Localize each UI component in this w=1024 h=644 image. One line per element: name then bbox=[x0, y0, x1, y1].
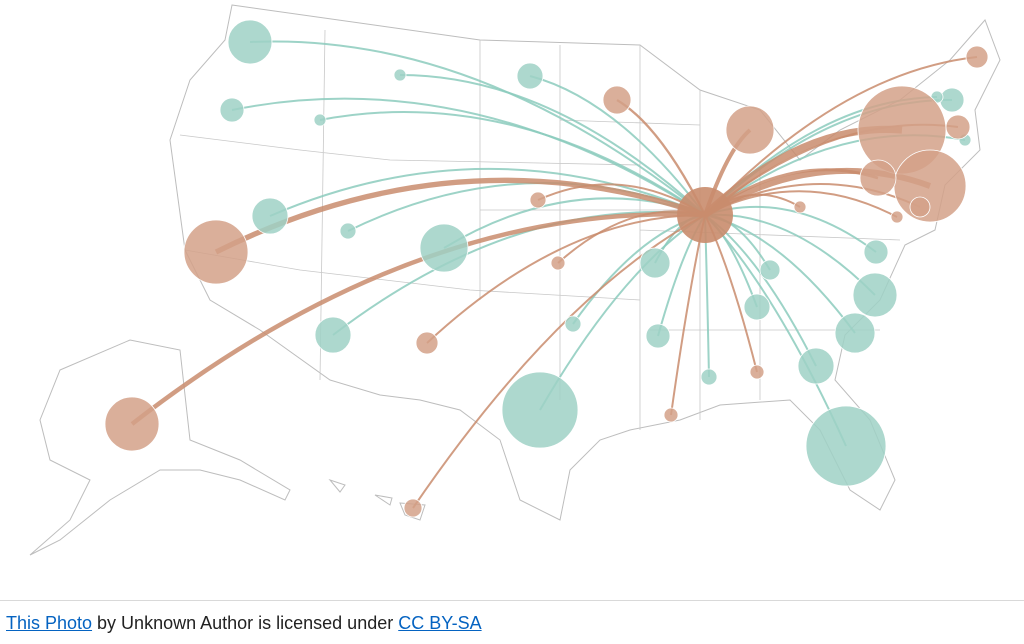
flow-line bbox=[231, 97, 706, 216]
outflow-circle bbox=[859, 159, 897, 197]
inflow-circle bbox=[639, 247, 671, 279]
outflow-circle bbox=[183, 219, 249, 285]
outflow-circle bbox=[893, 149, 967, 223]
caption-rule bbox=[0, 600, 1024, 601]
outflow-circle bbox=[104, 396, 160, 452]
flow-line bbox=[249, 40, 706, 216]
caption: This Photo by Unknown Author is licensed… bbox=[6, 613, 482, 634]
outflow-circle bbox=[945, 114, 971, 140]
outflow-circle bbox=[909, 196, 931, 218]
inflow-circle bbox=[759, 259, 781, 281]
inflow-circle bbox=[743, 293, 771, 321]
outflow-circle bbox=[793, 200, 807, 214]
alaska bbox=[29, 339, 291, 556]
outflow-circle bbox=[965, 45, 989, 69]
caption-text: by Unknown Author is licensed under bbox=[92, 613, 399, 633]
inflow-circle bbox=[313, 113, 327, 127]
base-map bbox=[29, 4, 1001, 556]
inflow-circle bbox=[227, 19, 273, 65]
outflow-circle bbox=[529, 191, 547, 209]
flow-line bbox=[269, 167, 706, 217]
flow-line bbox=[399, 74, 706, 216]
outflow-circle bbox=[890, 210, 904, 224]
outflow-circle bbox=[725, 105, 775, 155]
inflow-circle bbox=[863, 239, 889, 265]
inflow-circle bbox=[501, 371, 579, 449]
hub-circle bbox=[677, 187, 733, 243]
flow-line bbox=[529, 75, 706, 216]
flow-line bbox=[319, 111, 706, 216]
inflow-circle bbox=[251, 197, 289, 235]
inflow-circle bbox=[805, 405, 887, 487]
inflow-circle bbox=[314, 316, 352, 354]
outflow-circle bbox=[602, 85, 632, 115]
inflow-circle bbox=[419, 223, 469, 273]
nodes bbox=[104, 19, 989, 518]
outflow-circle bbox=[415, 331, 439, 355]
flow-line bbox=[130, 212, 706, 426]
outflow-circle bbox=[403, 498, 423, 518]
inflow-circle bbox=[516, 62, 544, 90]
photo-link[interactable]: This Photo bbox=[6, 613, 93, 633]
flow-line bbox=[704, 56, 978, 216]
inflow-circle bbox=[393, 68, 407, 82]
outflow-circle bbox=[663, 407, 679, 423]
flow-line bbox=[704, 183, 921, 216]
inflow-circle bbox=[700, 368, 718, 386]
inflow-circle bbox=[339, 222, 357, 240]
inflow-circle bbox=[834, 312, 876, 354]
flow-line bbox=[426, 213, 706, 344]
inflow-circle bbox=[219, 97, 245, 123]
inflow-circle bbox=[797, 347, 835, 385]
flow-map bbox=[29, 4, 1001, 556]
outflow-circle bbox=[749, 364, 765, 380]
inflow-circle bbox=[852, 272, 898, 318]
license-link[interactable]: CC BY-SA bbox=[398, 613, 482, 633]
inflow-circle bbox=[645, 323, 671, 349]
inflow-circle bbox=[939, 87, 965, 113]
inflow-circle bbox=[564, 315, 582, 333]
outflow-circle bbox=[550, 255, 566, 271]
flow-line bbox=[412, 214, 706, 509]
